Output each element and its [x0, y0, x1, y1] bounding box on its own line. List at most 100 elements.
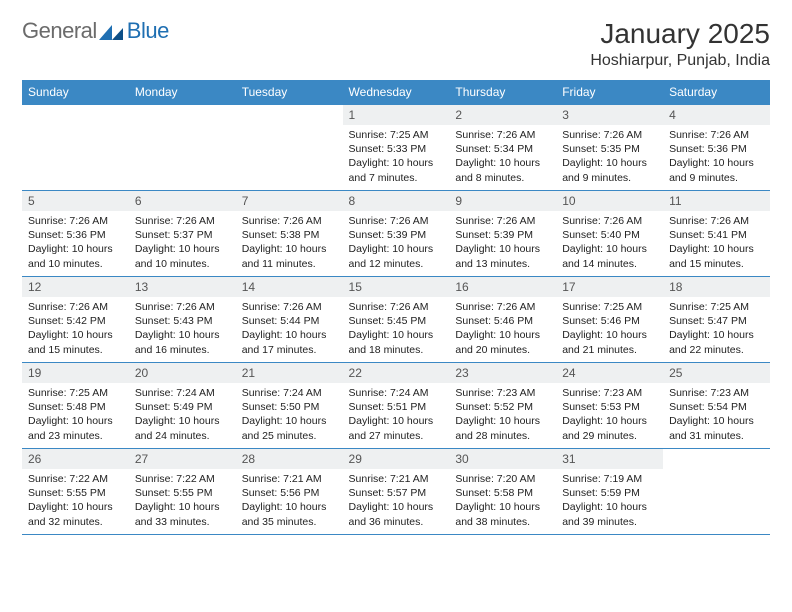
calendar-day-cell: 9Sunrise: 7:26 AMSunset: 5:39 PMDaylight…	[449, 191, 556, 277]
day-number: 5	[22, 191, 129, 211]
calendar-day-cell: 17Sunrise: 7:25 AMSunset: 5:46 PMDayligh…	[556, 277, 663, 363]
calendar-week-row: 26Sunrise: 7:22 AMSunset: 5:55 PMDayligh…	[22, 449, 770, 535]
day-number: 8	[343, 191, 450, 211]
calendar-day-cell: 19Sunrise: 7:25 AMSunset: 5:48 PMDayligh…	[22, 363, 129, 449]
calendar-day-cell: 27Sunrise: 7:22 AMSunset: 5:55 PMDayligh…	[129, 449, 236, 535]
calendar-day-cell: 16Sunrise: 7:26 AMSunset: 5:46 PMDayligh…	[449, 277, 556, 363]
day-details: Sunrise: 7:26 AMSunset: 5:38 PMDaylight:…	[236, 211, 343, 275]
day-details: Sunrise: 7:25 AMSunset: 5:48 PMDaylight:…	[22, 383, 129, 447]
calendar-day-cell: 26Sunrise: 7:22 AMSunset: 5:55 PMDayligh…	[22, 449, 129, 535]
calendar-day-cell: 2Sunrise: 7:26 AMSunset: 5:34 PMDaylight…	[449, 105, 556, 191]
day-number: 22	[343, 363, 450, 383]
title-block: January 2025 Hoshiarpur, Punjab, India	[590, 18, 770, 70]
day-number: 21	[236, 363, 343, 383]
calendar-day-cell: 4Sunrise: 7:26 AMSunset: 5:36 PMDaylight…	[663, 105, 770, 191]
day-details: Sunrise: 7:24 AMSunset: 5:51 PMDaylight:…	[343, 383, 450, 447]
day-number: 17	[556, 277, 663, 297]
day-number: 10	[556, 191, 663, 211]
weekday-header-row: Sunday Monday Tuesday Wednesday Thursday…	[22, 80, 770, 105]
day-number: 30	[449, 449, 556, 469]
weekday-header: Sunday	[22, 80, 129, 105]
day-details: Sunrise: 7:23 AMSunset: 5:54 PMDaylight:…	[663, 383, 770, 447]
day-details: Sunrise: 7:21 AMSunset: 5:57 PMDaylight:…	[343, 469, 450, 533]
month-title: January 2025	[590, 18, 770, 50]
day-number: 14	[236, 277, 343, 297]
calendar-day-cell: 14Sunrise: 7:26 AMSunset: 5:44 PMDayligh…	[236, 277, 343, 363]
day-number: 16	[449, 277, 556, 297]
day-number: 13	[129, 277, 236, 297]
day-number: 15	[343, 277, 450, 297]
day-details: Sunrise: 7:26 AMSunset: 5:37 PMDaylight:…	[129, 211, 236, 275]
calendar-day-cell	[236, 105, 343, 191]
day-details: Sunrise: 7:26 AMSunset: 5:34 PMDaylight:…	[449, 125, 556, 189]
day-details: Sunrise: 7:21 AMSunset: 5:56 PMDaylight:…	[236, 469, 343, 533]
calendar-day-cell: 15Sunrise: 7:26 AMSunset: 5:45 PMDayligh…	[343, 277, 450, 363]
calendar-day-cell: 24Sunrise: 7:23 AMSunset: 5:53 PMDayligh…	[556, 363, 663, 449]
day-number: 27	[129, 449, 236, 469]
weekday-header: Monday	[129, 80, 236, 105]
calendar-day-cell: 21Sunrise: 7:24 AMSunset: 5:50 PMDayligh…	[236, 363, 343, 449]
day-details: Sunrise: 7:26 AMSunset: 5:45 PMDaylight:…	[343, 297, 450, 361]
day-number: 26	[22, 449, 129, 469]
weekday-header: Friday	[556, 80, 663, 105]
calendar-day-cell: 23Sunrise: 7:23 AMSunset: 5:52 PMDayligh…	[449, 363, 556, 449]
day-details: Sunrise: 7:26 AMSunset: 5:44 PMDaylight:…	[236, 297, 343, 361]
day-details: Sunrise: 7:25 AMSunset: 5:47 PMDaylight:…	[663, 297, 770, 361]
day-number: 12	[22, 277, 129, 297]
day-number: 24	[556, 363, 663, 383]
calendar-week-row: 5Sunrise: 7:26 AMSunset: 5:36 PMDaylight…	[22, 191, 770, 277]
day-details: Sunrise: 7:26 AMSunset: 5:39 PMDaylight:…	[449, 211, 556, 275]
day-number: 2	[449, 105, 556, 125]
calendar-day-cell: 6Sunrise: 7:26 AMSunset: 5:37 PMDaylight…	[129, 191, 236, 277]
day-number: 4	[663, 105, 770, 125]
weekday-header: Thursday	[449, 80, 556, 105]
day-details: Sunrise: 7:19 AMSunset: 5:59 PMDaylight:…	[556, 469, 663, 533]
calendar-day-cell: 31Sunrise: 7:19 AMSunset: 5:59 PMDayligh…	[556, 449, 663, 535]
weekday-header: Wednesday	[343, 80, 450, 105]
day-details: Sunrise: 7:20 AMSunset: 5:58 PMDaylight:…	[449, 469, 556, 533]
day-number: 20	[129, 363, 236, 383]
day-number: 18	[663, 277, 770, 297]
calendar-day-cell: 30Sunrise: 7:20 AMSunset: 5:58 PMDayligh…	[449, 449, 556, 535]
day-number: 23	[449, 363, 556, 383]
calendar-day-cell	[663, 449, 770, 535]
calendar-day-cell: 18Sunrise: 7:25 AMSunset: 5:47 PMDayligh…	[663, 277, 770, 363]
calendar-day-cell: 7Sunrise: 7:26 AMSunset: 5:38 PMDaylight…	[236, 191, 343, 277]
day-number: 28	[236, 449, 343, 469]
day-details: Sunrise: 7:26 AMSunset: 5:36 PMDaylight:…	[22, 211, 129, 275]
day-details: Sunrise: 7:26 AMSunset: 5:43 PMDaylight:…	[129, 297, 236, 361]
weekday-header: Tuesday	[236, 80, 343, 105]
header: General Blue January 2025 Hoshiarpur, Pu…	[22, 18, 770, 70]
logo-text-blue: Blue	[127, 18, 169, 44]
day-details: Sunrise: 7:23 AMSunset: 5:52 PMDaylight:…	[449, 383, 556, 447]
day-number: 19	[22, 363, 129, 383]
day-details: Sunrise: 7:26 AMSunset: 5:35 PMDaylight:…	[556, 125, 663, 189]
calendar-week-row: 1Sunrise: 7:25 AMSunset: 5:33 PMDaylight…	[22, 105, 770, 191]
day-number: 31	[556, 449, 663, 469]
calendar-day-cell: 25Sunrise: 7:23 AMSunset: 5:54 PMDayligh…	[663, 363, 770, 449]
day-details: Sunrise: 7:22 AMSunset: 5:55 PMDaylight:…	[22, 469, 129, 533]
day-details: Sunrise: 7:26 AMSunset: 5:41 PMDaylight:…	[663, 211, 770, 275]
calendar-day-cell: 3Sunrise: 7:26 AMSunset: 5:35 PMDaylight…	[556, 105, 663, 191]
calendar-day-cell: 10Sunrise: 7:26 AMSunset: 5:40 PMDayligh…	[556, 191, 663, 277]
day-details: Sunrise: 7:25 AMSunset: 5:33 PMDaylight:…	[343, 125, 450, 189]
calendar-day-cell: 29Sunrise: 7:21 AMSunset: 5:57 PMDayligh…	[343, 449, 450, 535]
calendar-day-cell: 28Sunrise: 7:21 AMSunset: 5:56 PMDayligh…	[236, 449, 343, 535]
calendar-day-cell: 8Sunrise: 7:26 AMSunset: 5:39 PMDaylight…	[343, 191, 450, 277]
calendar-week-row: 19Sunrise: 7:25 AMSunset: 5:48 PMDayligh…	[22, 363, 770, 449]
weekday-header: Saturday	[663, 80, 770, 105]
day-details: Sunrise: 7:24 AMSunset: 5:49 PMDaylight:…	[129, 383, 236, 447]
day-number: 6	[129, 191, 236, 211]
day-details: Sunrise: 7:26 AMSunset: 5:46 PMDaylight:…	[449, 297, 556, 361]
day-details: Sunrise: 7:22 AMSunset: 5:55 PMDaylight:…	[129, 469, 236, 533]
location: Hoshiarpur, Punjab, India	[590, 52, 770, 70]
day-number: 9	[449, 191, 556, 211]
calendar-day-cell: 12Sunrise: 7:26 AMSunset: 5:42 PMDayligh…	[22, 277, 129, 363]
day-details: Sunrise: 7:25 AMSunset: 5:46 PMDaylight:…	[556, 297, 663, 361]
calendar-day-cell	[129, 105, 236, 191]
calendar-day-cell: 13Sunrise: 7:26 AMSunset: 5:43 PMDayligh…	[129, 277, 236, 363]
logo: General Blue	[22, 18, 169, 44]
day-number: 11	[663, 191, 770, 211]
day-details: Sunrise: 7:26 AMSunset: 5:36 PMDaylight:…	[663, 125, 770, 189]
day-number: 29	[343, 449, 450, 469]
